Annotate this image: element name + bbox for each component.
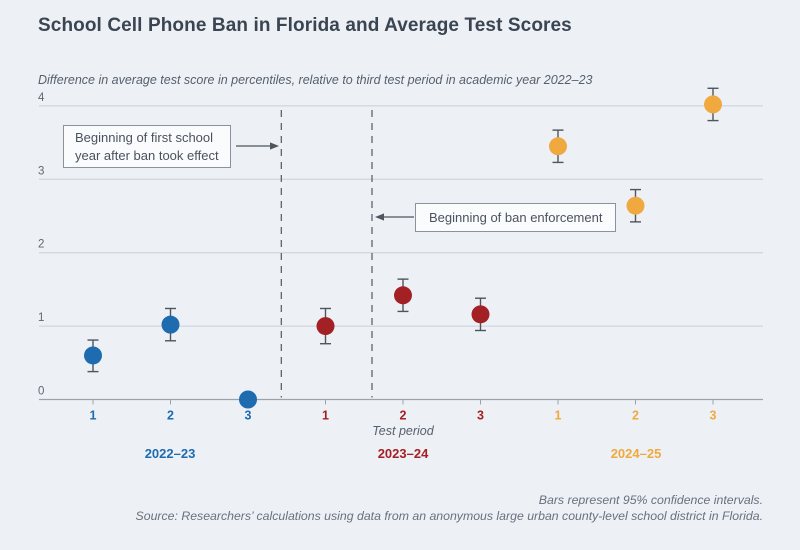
annotation-arrowhead	[270, 142, 279, 150]
data-point	[471, 305, 490, 324]
annotation-text-line: Beginning of ban enforcement	[429, 210, 603, 225]
footnote-confidence-intervals: Bars represent 95% confidence intervals.	[538, 493, 763, 507]
chart-subtitle: Difference in average test score in perc…	[38, 73, 593, 87]
x-tick-label: 3	[710, 409, 717, 423]
y-tick-label: 3	[38, 165, 44, 177]
x-tick-label: 2	[167, 409, 174, 423]
x-axis-label: Test period	[372, 424, 434, 438]
y-tick-label: 1	[38, 312, 44, 324]
x-tick-label: 1	[322, 409, 329, 423]
year-group-label-2024-25: 2024–25	[610, 446, 662, 461]
annotation-text-line: year after ban took effect	[75, 147, 219, 163]
y-tick-label: 2	[38, 239, 44, 251]
data-point	[394, 286, 412, 305]
annotation-arrowhead	[375, 213, 384, 221]
chart-footnotes: Bars represent 95% confidence intervals.…	[136, 493, 763, 524]
data-point	[84, 346, 102, 365]
x-tick-label: 1	[90, 409, 97, 423]
y-tick-label: 0	[38, 386, 44, 398]
annotation-ban-enforcement: Beginning of ban enforcement	[415, 203, 617, 232]
data-point	[316, 317, 335, 336]
data-point	[626, 196, 645, 215]
x-tick-label: 1	[555, 409, 562, 423]
annotation-text-line: Beginning of first school	[75, 130, 214, 145]
data-point	[239, 390, 257, 409]
data-point	[704, 95, 722, 114]
x-tick-label: 3	[477, 409, 484, 423]
year-group-label-2022-23: 2022–23	[144, 446, 196, 461]
footnote-source: Source: Researchers’ calculations using …	[135, 508, 763, 523]
y-tick-label: 4	[38, 92, 45, 104]
data-point	[161, 315, 180, 334]
x-tick-label: 2	[400, 409, 407, 423]
data-point	[549, 137, 567, 156]
x-tick-label: 2	[632, 409, 639, 423]
year-group-label-2023-24: 2023–24	[377, 446, 429, 461]
chart-title: School Cell Phone Ban in Florida and Ave…	[38, 15, 572, 36]
x-tick-label: 3	[245, 409, 252, 423]
annotation-ban-took-effect: Beginning of first school year after ban…	[63, 125, 231, 168]
